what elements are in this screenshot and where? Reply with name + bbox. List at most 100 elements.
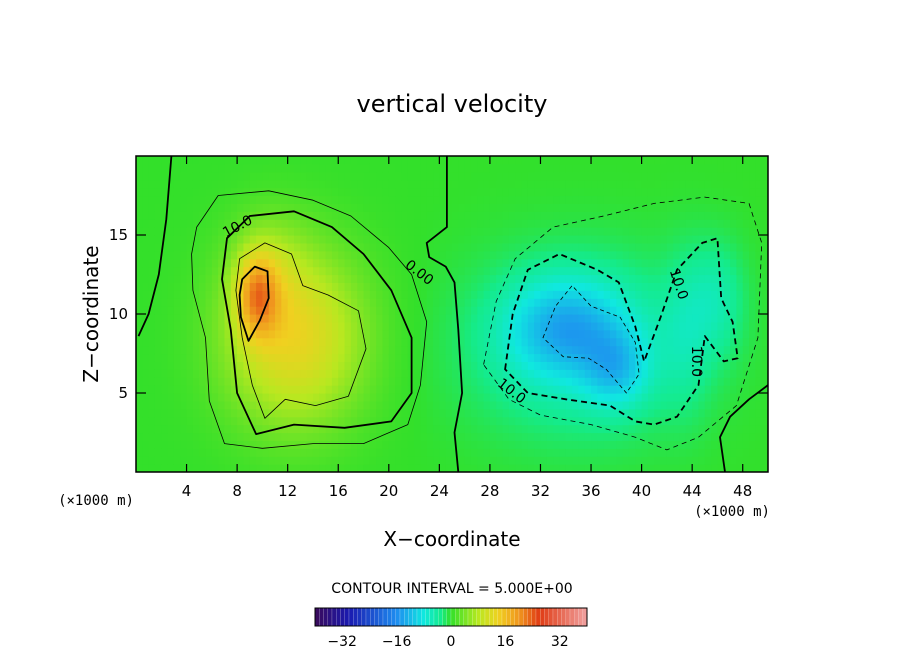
field-cell: [464, 235, 472, 244]
field-cell: [281, 266, 289, 276]
field-cell: [262, 211, 270, 220]
field-cell: [704, 258, 712, 268]
field-cell: [477, 321, 485, 331]
field-cell: [666, 314, 674, 323]
field-cell: [584, 274, 592, 283]
field-cell: [237, 393, 245, 402]
field-cell: [755, 400, 763, 410]
field-cell: [211, 345, 219, 355]
field-cell: [363, 298, 371, 307]
field-cell: [218, 266, 226, 276]
field-cell: [584, 156, 592, 165]
field-cell: [294, 432, 301, 441]
field-cell: [628, 424, 636, 434]
field-cell: [666, 400, 674, 410]
field-cell: [597, 321, 605, 331]
field-cell: [578, 179, 586, 189]
field-cell: [534, 393, 542, 402]
field-cell: [173, 408, 181, 418]
field-cell: [717, 345, 725, 355]
field-cell: [515, 171, 523, 181]
field-cell: [161, 282, 169, 291]
field-cell: [224, 187, 232, 197]
field-cell: [458, 227, 466, 236]
field-cell: [306, 282, 314, 291]
field-cell: [647, 290, 655, 299]
field-cell: [483, 235, 491, 244]
field-cell: [679, 187, 687, 197]
field-cell: [534, 416, 542, 426]
field-cell: [755, 219, 763, 228]
field-cell: [275, 353, 282, 362]
field-cell: [464, 258, 472, 268]
field-cell: [325, 290, 333, 299]
field-cell: [357, 290, 365, 299]
field-cell: [136, 227, 143, 236]
field-cell: [660, 337, 668, 347]
field-cell: [312, 329, 320, 339]
field-cell: [173, 400, 181, 410]
field-cell: [565, 156, 573, 165]
field-cell: [483, 440, 491, 449]
field-cell: [679, 385, 687, 394]
field-cell: [673, 242, 681, 252]
field-cell: [319, 456, 327, 465]
field-cell: [654, 456, 662, 465]
x-tick-label: 48: [733, 482, 752, 500]
field-cell: [199, 219, 207, 228]
field-cell: [464, 464, 472, 472]
field-cell: [647, 369, 655, 378]
field-cell: [458, 464, 466, 472]
field-cell: [508, 345, 516, 355]
field-cell: [218, 187, 226, 197]
field-cell: [698, 306, 706, 315]
field-cell: [749, 195, 756, 204]
field-cell: [281, 250, 289, 260]
field-cell: [325, 321, 333, 331]
field-cell: [224, 282, 232, 291]
field-cell: [679, 361, 687, 370]
field-cell: [654, 290, 662, 299]
field-cell: [635, 440, 643, 449]
field-cell: [565, 440, 573, 449]
field-cell: [439, 456, 447, 465]
field-cell: [136, 298, 143, 307]
field-cell: [294, 290, 301, 299]
field-cell: [268, 329, 276, 339]
field-cell: [268, 400, 276, 410]
field-cell: [597, 329, 605, 339]
field-cell: [136, 361, 143, 370]
field-cell: [508, 440, 516, 449]
field-cell: [363, 266, 371, 276]
field-cell: [230, 337, 238, 347]
field-cell: [256, 432, 263, 441]
field-cell: [401, 408, 409, 418]
colorbar-segment: [314, 607, 320, 627]
field-cell: [154, 369, 162, 378]
field-cell: [477, 393, 485, 402]
field-cell: [692, 290, 700, 299]
field-cell: [616, 337, 624, 347]
field-cell: [761, 298, 768, 307]
field-cell: [420, 314, 428, 323]
field-cell: [268, 298, 276, 307]
field-cell: [167, 195, 175, 204]
field-cell: [565, 266, 573, 276]
field-cell: [262, 432, 270, 441]
field-cell: [647, 203, 655, 212]
field-cell: [161, 369, 169, 378]
field-cell: [464, 400, 472, 410]
field-cell: [224, 377, 232, 386]
field-cell: [205, 203, 213, 212]
field-cell: [660, 266, 668, 276]
field-cell: [186, 282, 194, 291]
field-cell: [268, 266, 276, 276]
field-cell: [603, 353, 611, 362]
field-cell: [452, 369, 459, 378]
field-cell: [692, 448, 700, 457]
field-cell: [445, 440, 453, 449]
field-cell: [730, 171, 737, 181]
field-cell: [540, 235, 548, 244]
field-cell: [433, 456, 440, 465]
field-cell: [180, 298, 188, 307]
